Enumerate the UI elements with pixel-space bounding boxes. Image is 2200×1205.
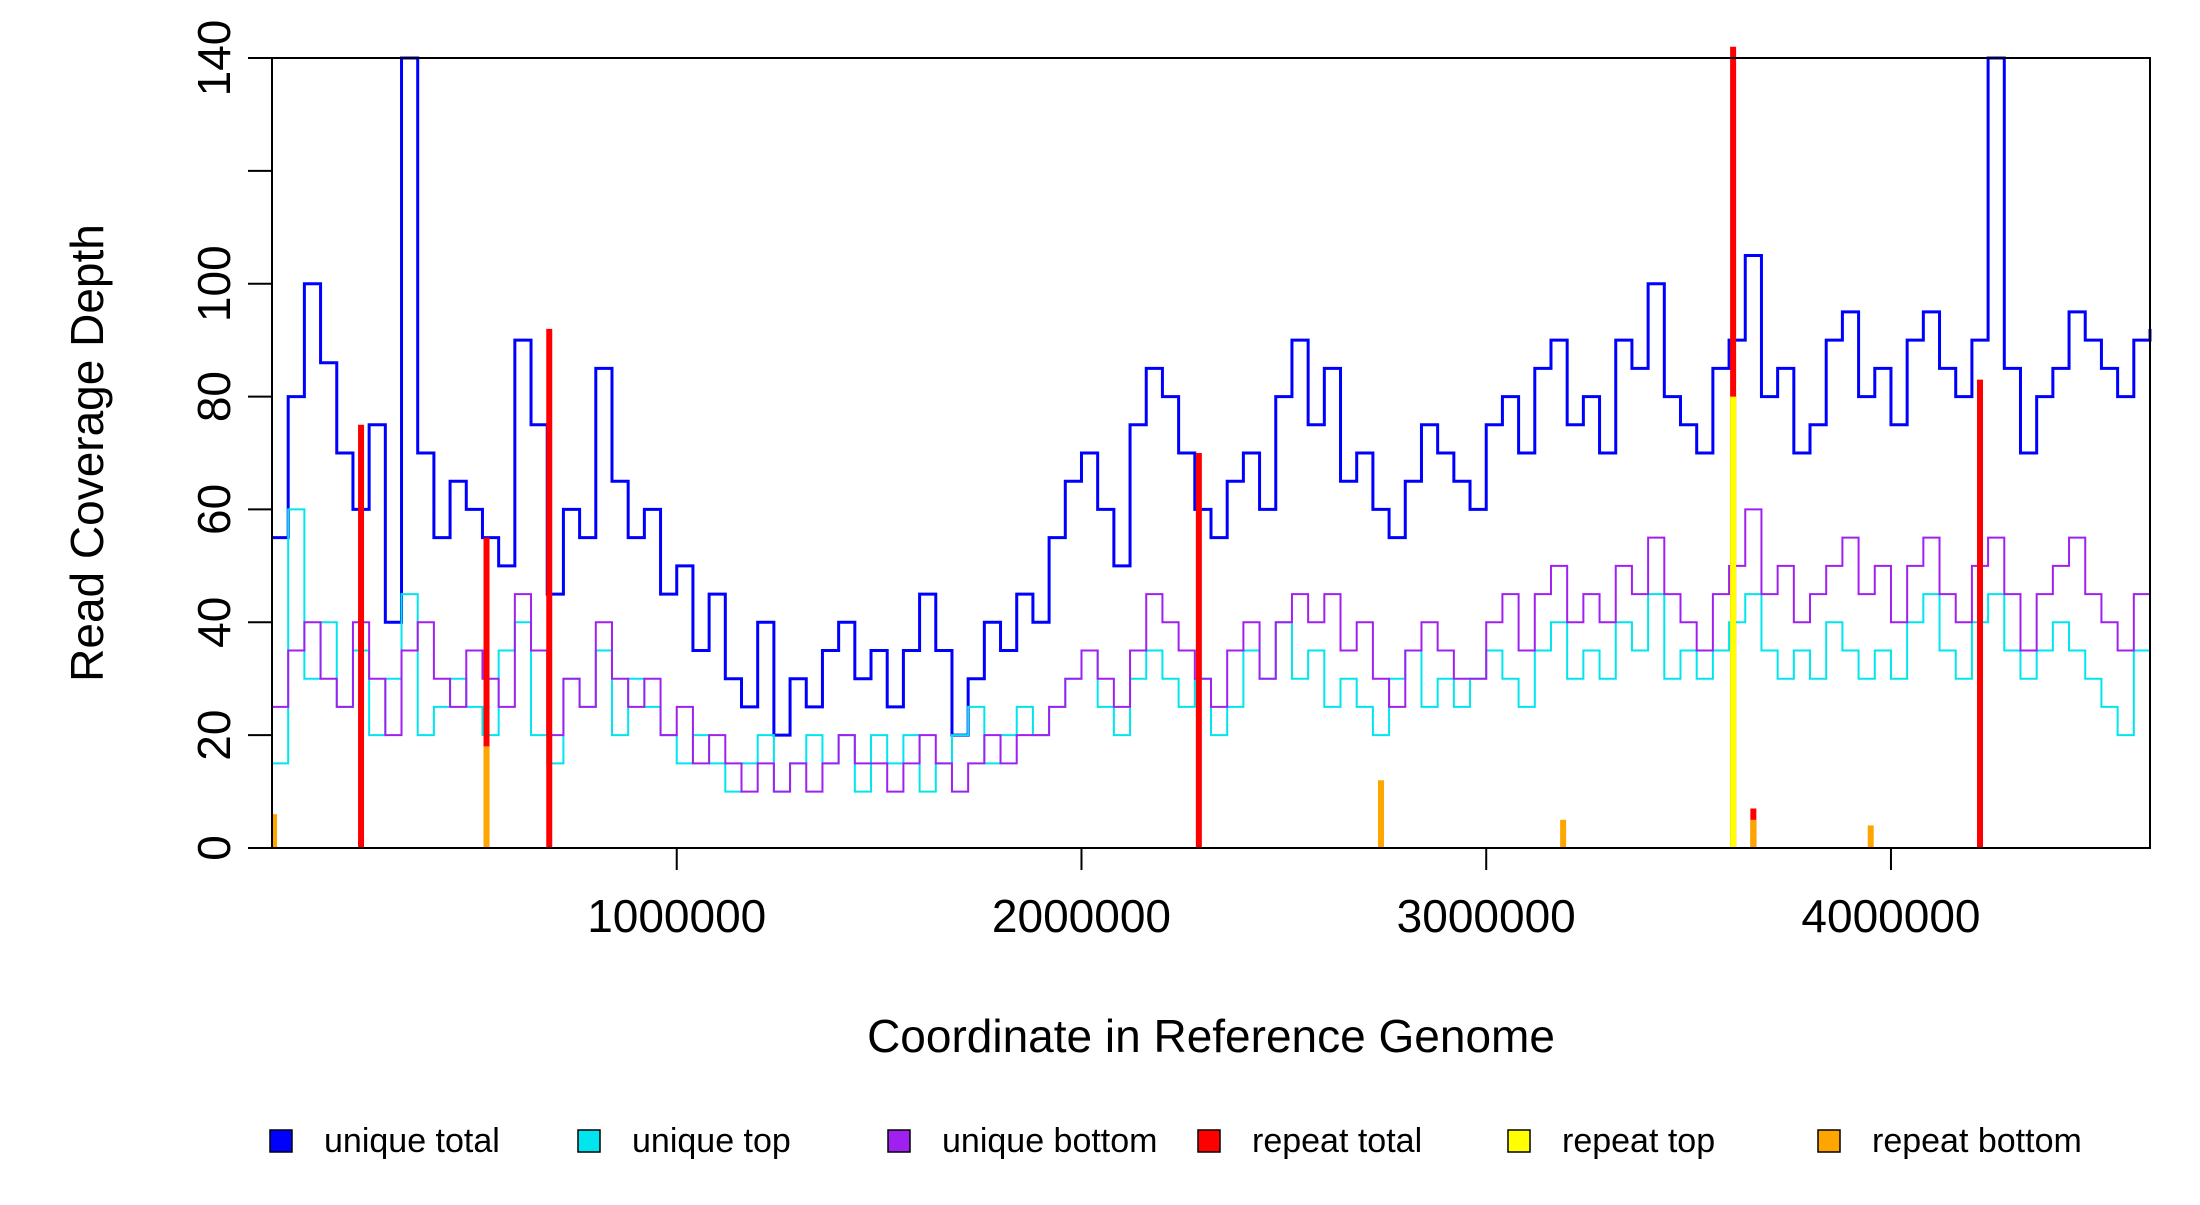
- y-tick-label: 140: [188, 20, 240, 97]
- legend-swatch: [577, 1129, 601, 1153]
- legend-label: unique total: [324, 1122, 500, 1160]
- legend-item-unique-total: unique total: [269, 1122, 500, 1160]
- legend: unique total unique top unique bottom repea…: [269, 1122, 2082, 1160]
- x-axis-title: Coordinate in Reference Genome: [867, 1010, 1555, 1062]
- series-unique-top-line: [272, 508, 2151, 793]
- x-tick-label: 4000000: [1801, 890, 1980, 942]
- legend-label: unique bottom: [942, 1122, 1158, 1160]
- y-tick-label: 100: [188, 245, 240, 322]
- legend-item-repeat-total: repeat total: [1197, 1122, 1422, 1160]
- plot-frame: [271, 57, 2151, 849]
- legend-label: repeat bottom: [1872, 1122, 2082, 1160]
- legend-item-repeat-top: repeat top: [1507, 1122, 1715, 1160]
- y-tick-label: 20: [188, 710, 240, 761]
- legend-item-repeat-bottom: repeat bottom: [1817, 1122, 2082, 1160]
- legend-swatch: [1817, 1129, 1841, 1153]
- legend-swatch: [887, 1129, 911, 1153]
- x-tick-label: 2000000: [992, 890, 1171, 942]
- x-tick-label: 3000000: [1397, 890, 1576, 942]
- y-tick-label: 80: [188, 371, 240, 422]
- legend-label: repeat top: [1562, 1122, 1715, 1160]
- legend-item-unique-bottom: unique bottom: [887, 1122, 1158, 1160]
- legend-label: unique top: [632, 1122, 791, 1160]
- y-tick-label: 60: [188, 484, 240, 535]
- y-tick-label: 40: [188, 597, 240, 648]
- y-axis-title: Read Coverage Depth: [61, 224, 113, 682]
- legend-swatch: [269, 1129, 293, 1153]
- series-unique-bottom-line: [272, 508, 2151, 793]
- legend-item-unique-top: unique top: [577, 1122, 791, 1160]
- y-tick-label: 0: [188, 835, 240, 861]
- legend-swatch: [1197, 1129, 1221, 1153]
- x-tick-label: 1000000: [587, 890, 766, 942]
- series-unique-total-line: [272, 56, 2152, 737]
- axis-layer: 0 20 40 60 80 100 140 1000000 2000000 3000000 4000…: [188, 20, 1981, 942]
- legend-swatch: [1507, 1129, 1531, 1153]
- legend-label: repeat total: [1252, 1122, 1422, 1160]
- series-layer: [271, 46, 2152, 849]
